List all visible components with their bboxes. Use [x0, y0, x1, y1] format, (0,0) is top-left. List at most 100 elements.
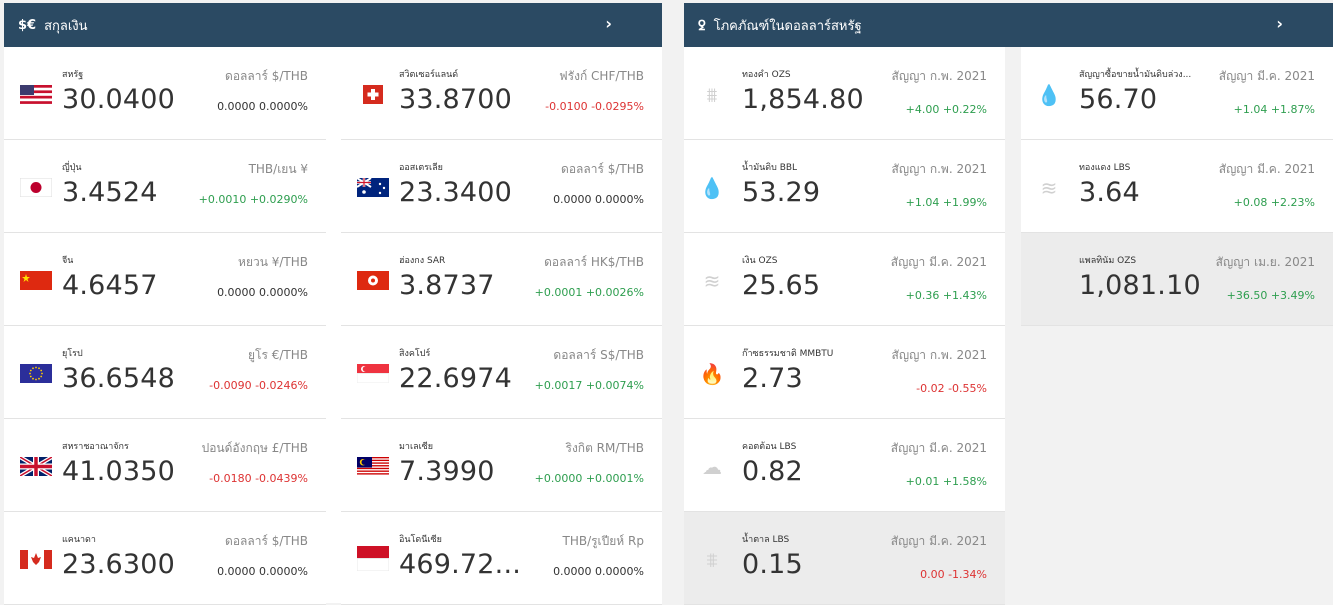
currency-price: 23.6300 — [62, 549, 176, 580]
flag-icon-sg — [357, 364, 389, 383]
currency-tile[interactable]: ฮ่องกง SAR 3.8737 ดอลลาร์ HK$/THB +0.000… — [341, 233, 662, 326]
currency-change: +0.0010 +0.0290% — [198, 193, 308, 206]
currency-unit: ริงกิต RM/THB — [565, 441, 645, 455]
commodity-name: ก๊าซธรรมชาติ MMBTU — [742, 349, 834, 359]
currency-name: สวิตเซอร์แลนด์ — [399, 70, 459, 80]
commodity-price: 1,854.80 — [742, 84, 864, 115]
commodity-contract: สัญญา มี.ค. 2021 — [1218, 69, 1315, 83]
currency-tile[interactable]: จีน 4.6457 หยวน ¥/THB 0.0000 0.0000% — [4, 233, 326, 326]
commodity-name: น้ำตาล LBS — [742, 535, 790, 545]
currency-price: 469.72... — [399, 549, 522, 580]
currency-price: 33.8700 — [399, 84, 513, 115]
flag-icon-au — [357, 178, 389, 197]
currency-change: +0.0017 +0.0074% — [534, 379, 644, 392]
commodity-name: เงิน OZS — [742, 256, 778, 266]
commodity-change: 0.00 -1.34% — [920, 568, 987, 581]
flag-icon-ch — [357, 85, 389, 104]
currency-name: มาเลเซีย — [399, 442, 434, 452]
currency-tile[interactable]: ยุโรป 36.6548 ยูโร €/THB -0.0090 -0.0246… — [4, 326, 326, 419]
currency-title: สกุลเงิน — [44, 18, 88, 34]
commodity-change: +4.00 +0.22% — [905, 103, 987, 116]
flag-icon-cn — [20, 271, 52, 290]
commodity-change: -0.02 -0.55% — [916, 382, 987, 395]
currency-unit: ยูโร €/THB — [248, 348, 308, 362]
currency-name: สหราชอาณาจักร — [62, 442, 129, 452]
commodity-price: 56.70 — [1079, 84, 1158, 115]
flag-icon-gb — [20, 457, 52, 476]
commodity-tile[interactable]: ≋ เงิน OZS 25.65 สัญญา มี.ค. 2021 +0.36 … — [684, 233, 1005, 326]
commodity-tile[interactable]: ☁ คอตต้อน LBS 0.82 สัญญา มี.ค. 2021 +0.0… — [684, 419, 1005, 512]
commodity-tile[interactable]: 💧 สัญญาซื้อขายน้ำมันดิบล่วง... 56.70 สัญ… — [1021, 47, 1333, 140]
currency-price: 22.6974 — [399, 363, 513, 394]
currency-tile[interactable]: สวิตเซอร์แลนด์ 33.8700 ฟรังก์ CHF/THB -0… — [341, 47, 662, 140]
commodity-price: 1,081.10 — [1079, 270, 1201, 301]
oil-drop-icon: 💧 — [1036, 83, 1062, 107]
commodity-tile[interactable]: แพลทินัม OZS 1,081.10 สัญญา เม.ย. 2021 +… — [1021, 233, 1333, 326]
currency-name: สิงคโปร์ — [399, 349, 431, 359]
commodity-title: โภคภัณฑ์ในดอลลาร์สหรัฐ — [713, 18, 862, 34]
commodity-price: 53.29 — [742, 177, 821, 208]
commodity-icon: ꝿ — [698, 19, 706, 34]
oil-drop-icon: 💧 — [699, 176, 725, 200]
commodity-price: 0.82 — [742, 456, 803, 487]
currency-header[interactable]: $€ สกุลเงิน › — [4, 3, 662, 47]
commodity-name: น้ำมันดิบ BBL — [742, 163, 798, 173]
currency-price: 30.0400 — [62, 84, 176, 115]
currency-tile[interactable]: แคนาดา 23.6300 ดอลลาร์ $/THB 0.0000 0.00… — [4, 512, 326, 605]
currency-change: 0.0000 0.0000% — [217, 100, 308, 113]
commodity-contract: สัญญา ก.พ. 2021 — [891, 348, 987, 362]
commodity-change: +36.50 +3.49% — [1226, 289, 1315, 302]
currency-icon: $€ — [18, 17, 37, 33]
currency-change: 0.0000 0.0000% — [217, 565, 308, 578]
currency-change: 0.0000 0.0000% — [553, 565, 644, 578]
gold-bars-icon: ⩩ — [706, 83, 718, 107]
currency-tile[interactable]: ญี่ปุ่น 3.4524 THB/เยน ¥ +0.0010 +0.0290… — [4, 140, 326, 233]
currency-name: ญี่ปุ่น — [62, 163, 82, 173]
currency-name: ฮ่องกง SAR — [399, 256, 446, 266]
currency-name: สหรัฐ — [62, 70, 84, 80]
currency-change: +0.0001 +0.0026% — [534, 286, 644, 299]
currency-name: แคนาดา — [62, 535, 96, 545]
currency-price: 3.8737 — [399, 270, 495, 301]
currency-price: 7.3990 — [399, 456, 495, 487]
commodity-panel: ꝿ โภคภัณฑ์ในดอลลาร์สหรัฐ › ⩩ ทองคำ OZS 1… — [684, 3, 1333, 605]
currency-unit: ดอลลาร์ $/THB — [225, 69, 308, 83]
commodity-contract: สัญญา มี.ค. 2021 — [890, 255, 987, 269]
commodity-tile[interactable]: ⩩ ทองคำ OZS 1,854.80 สัญญา ก.พ. 2021 +4.… — [684, 47, 1005, 140]
currency-tile[interactable]: สิงคโปร์ 22.6974 ดอลลาร์ S$/THB +0.0017 … — [341, 326, 662, 419]
commodity-price: 25.65 — [742, 270, 821, 301]
currency-price: 36.6548 — [62, 363, 176, 394]
coin-stack-icon: ≋ — [1040, 176, 1058, 200]
flag-icon-my — [357, 457, 389, 476]
cotton-icon: ☁ — [702, 455, 722, 479]
chevron-right-icon[interactable]: › — [605, 14, 612, 33]
commodity-contract: สัญญา เม.ย. 2021 — [1215, 255, 1315, 269]
currency-tile[interactable]: มาเลเซีย 7.3990 ริงกิต RM/THB +0.0000 +0… — [341, 419, 662, 512]
currency-unit: หยวน ¥/THB — [238, 255, 308, 269]
commodity-tile[interactable]: ≋ ทองแดง LBS 3.64 สัญญา มี.ค. 2021 +0.08… — [1021, 140, 1333, 233]
currency-change: +0.0000 +0.0001% — [534, 472, 644, 485]
commodity-contract: สัญญา มี.ค. 2021 — [1218, 162, 1315, 176]
currency-tile[interactable]: สหรัฐ 30.0400 ดอลลาร์ $/THB 0.0000 0.000… — [4, 47, 326, 140]
commodity-change: +0.08 +2.23% — [1233, 196, 1315, 209]
commodity-header[interactable]: ꝿ โภคภัณฑ์ในดอลลาร์สหรัฐ › — [684, 3, 1333, 47]
sugar-icon: ⩨ — [706, 548, 718, 572]
chevron-right-icon[interactable]: › — [1276, 14, 1283, 33]
currency-name: ออสเตรเลีย — [399, 163, 443, 173]
commodity-tile[interactable]: 💧 น้ำมันดิบ BBL 53.29 สัญญา ก.พ. 2021 +1… — [684, 140, 1005, 233]
commodity-name: คอตต้อน LBS — [742, 442, 797, 452]
commodity-price: 3.64 — [1079, 177, 1140, 208]
currency-change: 0.0000 0.0000% — [217, 286, 308, 299]
currency-tile[interactable]: ออสเตรเลีย 23.3400 ดอลลาร์ $/THB 0.0000 … — [341, 140, 662, 233]
commodity-name: สัญญาซื้อขายน้ำมันดิบล่วง... — [1079, 70, 1192, 80]
currency-unit: ดอลลาร์ S$/THB — [553, 348, 644, 362]
commodity-change: +0.01 +1.58% — [905, 475, 987, 488]
currency-price: 41.0350 — [62, 456, 176, 487]
currency-tile[interactable]: อินโดนีเซีย 469.72... THB/รูเปียห์ Rp 0.… — [341, 512, 662, 605]
commodity-name: ทองคำ OZS — [742, 70, 791, 80]
commodity-tile[interactable]: 🔥 ก๊าซธรรมชาติ MMBTU 2.73 สัญญา ก.พ. 202… — [684, 326, 1005, 419]
coin-stack-icon: ≋ — [703, 269, 721, 293]
commodity-contract: สัญญา มี.ค. 2021 — [890, 534, 987, 548]
currency-tile[interactable]: สหราชอาณาจักร 41.0350 ปอนด์อังกฤษ £/THB … — [4, 419, 326, 512]
commodity-tile[interactable]: ⩨ น้ำตาล LBS 0.15 สัญญา มี.ค. 2021 0.00 … — [684, 512, 1005, 605]
